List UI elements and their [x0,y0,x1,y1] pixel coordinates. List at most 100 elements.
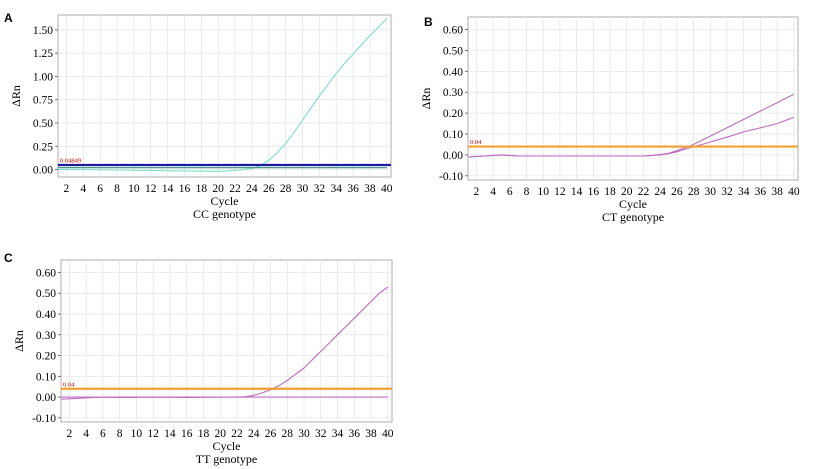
panel-b-y-axis-label: ΔRn [419,88,433,110]
panel-b-series [467,93,795,158]
panel-b-x-tick-label: 38 [771,186,783,198]
panel-b-y-tick-label: -0.10 [439,171,463,183]
panel-a-y-axis-label: ΔRn [9,85,23,107]
panel-a-y-tick-label: 0.50 [33,118,53,130]
panel-b-y-tick-label: 0.40 [443,66,463,78]
panel-c-x-tick-label: 24 [248,428,260,440]
panel-c-x-tick-label: 20 [214,428,226,440]
panel-c-x-tick-label: 4 [83,428,89,440]
panel-a-x-tick-label: 8 [114,183,120,195]
panel-a-y-tick-label: 1.00 [33,71,53,83]
panel-c-y-tick-label: 0.50 [36,288,56,300]
panel-a-x-tick-label: 10 [128,183,140,195]
panel-c-x-tick-label: 40 [382,428,394,440]
panel-b-grid [468,17,798,180]
panel-a-x-tick-label: 20 [212,183,224,195]
panel-c-x-tick-label: 14 [164,428,176,440]
panel-c: C 0.04 2 4 6 8 10 12 14 16 18 20 22 24 26 28 30 32 34 36 3… [4,251,394,466]
panel-c-x-tick-label: 34 [332,428,344,440]
panel-c-x-axis-label: Cycle [213,439,241,453]
panel-a-plot-area [57,14,392,178]
panel-b-x-tick-label: 24 [654,186,666,198]
panel-c-amplification-curve-2 [60,396,388,400]
panel-a-series [58,18,388,172]
panel-b-x-tick-label: 26 [671,186,683,198]
panel-a-x-tick-label: 24 [246,183,258,195]
panel-c-x-tick-label: 6 [100,428,106,440]
panel-a-x-tick-label: 14 [162,183,174,195]
panel-a-x-axis-label: Cycle [211,194,239,208]
panel-a-x-tick-label: 12 [145,183,157,195]
panel-b-y-tick-label: 0.50 [443,45,463,57]
panel-b-x-tick-label: 16 [588,186,600,198]
panel-c-x-tick-label: 18 [198,428,210,440]
panel-b-y-tick-label: 0.00 [443,150,463,162]
panel-c-plot-area [60,259,393,423]
panel-b-plot-area [467,16,799,181]
panel-b-y-tick-label: 0.20 [443,108,463,120]
panel-b-x-tick-label: 6 [507,186,513,198]
panel-c-letter: C [4,251,13,265]
panel-c-y-ticks: -0.10 0.00 0.10 0.20 0.30 0.40 0.50 0.60 [32,267,61,425]
panel-b-x-tick-label: 34 [738,186,750,198]
panel-b-x-tick-label: 2 [473,186,479,198]
panel-a-x-tick-label: 36 [347,183,359,195]
panel-c-x-tick-label: 26 [265,428,277,440]
panel-b-x-tick-label: 28 [688,186,700,198]
panel-b-x-tick-label: 4 [490,186,496,198]
panel-b-y-tick-label: 0.60 [443,25,463,37]
panel-c-y-tick-label: 0.00 [36,392,56,404]
panel-b-y-ticks: -0.10 0.00 0.10 0.20 0.30 0.40 0.50 0.60 [439,25,468,183]
panel-c-threshold: 0.04 [61,381,392,390]
panel-a-y-tick-label: 1.25 [33,48,53,60]
panel-a: A 0.04849 2 4 6 8 10 12 14 16 18 20 22 24 26 28 30 32 34… [4,11,393,221]
panel-c-y-tick-label: -0.10 [32,413,56,425]
panel-b-letter: B [424,15,433,29]
panel-c-x-ticks: 2 4 6 8 10 12 14 16 18 20 22 24 26 28 30 32 34 36 38 40 [67,428,394,440]
panel-a-x-tick-label: 4 [80,183,86,195]
panel-a-genotype-caption: CC genotype [193,207,256,221]
panel-a-amplification-curve-1 [58,18,388,172]
panel-a-y-ticks: 0.00 0.25 0.50 0.75 1.00 1.25 1.50 [33,25,58,177]
panel-c-x-tick-label: 12 [147,428,159,440]
panel-c-x-tick-label: 2 [67,428,73,440]
panel-a-x-tick-label: 26 [263,183,275,195]
panel-a-threshold: 0.04849 [58,158,391,167]
panel-b-amplification-curve-2 [467,116,794,158]
panel-c-y-tick-label: 0.30 [36,330,56,342]
panel-a-x-tick-label: 18 [196,183,208,195]
panel-c-x-tick-label: 32 [315,428,327,440]
panel-b-threshold: 0.04 [468,139,798,148]
panel-b-x-tick-label: 18 [604,186,616,198]
panel-a-x-tick-label: 6 [97,183,103,195]
panel-a-x-tick-label: 30 [297,183,309,195]
panel-b-x-tick-label: 22 [638,186,650,198]
panel-b-x-tick-label: 30 [705,186,717,198]
panel-a-y-tick-label: 0.75 [33,95,53,107]
panel-a-y-tick-label: 0.00 [33,165,53,177]
panel-b-x-tick-label: 14 [571,186,583,198]
panel-a-threshold-value: 0.04849 [60,158,81,165]
panel-c-threshold-value: 0.04 [63,381,75,388]
panel-b-x-tick-label: 32 [721,186,733,198]
panel-c-x-tick-label: 16 [181,428,193,440]
panel-b-x-ticks: 2 4 6 8 10 12 14 16 18 20 22 24 26 28 30 32 34 36 38 40 [473,186,799,198]
panel-a-y-tick-label: 0.25 [33,141,53,153]
panel-c-y-tick-label: 0.20 [36,351,56,363]
panel-c-x-tick-label: 36 [349,428,361,440]
panel-b-x-tick-label: 12 [554,186,566,198]
panel-a-x-tick-label: 2 [64,183,70,195]
panel-c-y-tick-label: 0.60 [36,267,56,279]
panel-b-x-tick-label: 40 [788,186,800,198]
panel-b: B 0.04 2 4 6 8 10 12 14 16 18 20 22 24 26 28 30 32 34 36 3… [419,15,800,224]
panel-b-y-tick-label: 0.10 [443,129,463,141]
panel-c-x-tick-label: 30 [298,428,310,440]
panel-a-letter: A [4,11,13,25]
panel-c-genotype-caption: TT genotype [196,452,257,466]
panel-a-y-tick-label: 1.50 [33,25,53,37]
panel-a-x-tick-label: 16 [179,183,191,195]
panel-b-x-tick-label: 8 [524,186,530,198]
panel-c-x-tick-label: 22 [231,428,243,440]
panel-c-x-tick-label: 10 [131,428,143,440]
